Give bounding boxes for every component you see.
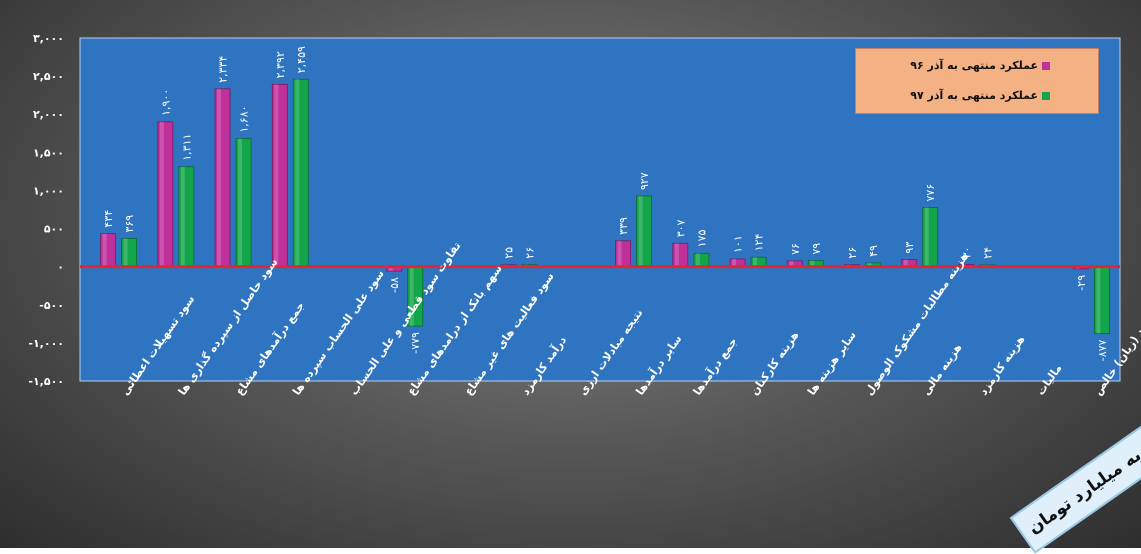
y-tick-label: ۰ xyxy=(57,261,64,274)
bar-highlight xyxy=(388,266,393,272)
data-label: ۲۴ xyxy=(981,247,994,259)
bar-highlight xyxy=(924,207,929,267)
bar-highlight xyxy=(123,238,128,267)
data-label: ۴۹ xyxy=(867,245,880,257)
bar-highlight xyxy=(867,262,872,267)
data-label: ۹۳ xyxy=(903,242,916,254)
y-tick-label: -۱,۵۰۰ xyxy=(28,375,64,388)
legend-label-1: عملکرد منتهی به آذر ۹۶ xyxy=(910,59,1038,72)
data-label: ۲,۳۹۲ xyxy=(274,51,287,78)
data-label: -۵۸ xyxy=(388,277,401,293)
data-label: ۱۷۵ xyxy=(695,230,708,248)
data-label: ۳۰۷ xyxy=(674,219,687,237)
data-label: ۷۹ xyxy=(810,243,823,255)
bar-highlight xyxy=(810,260,815,267)
bar-highlight xyxy=(903,259,908,267)
bar-highlight xyxy=(732,258,737,267)
data-label: ۳۳۹ xyxy=(617,217,630,235)
y-tick-label: -۵۰۰ xyxy=(39,299,64,312)
bar-highlight xyxy=(638,196,643,267)
y-tick-label: ۲,۰۰۰ xyxy=(33,108,64,121)
bar-highlight xyxy=(159,121,164,267)
data-label: ۷۶ xyxy=(789,243,802,255)
y-tick-label: ۱,۰۰۰ xyxy=(33,184,64,197)
legend-swatch-2 xyxy=(1042,91,1050,100)
bar-highlight xyxy=(274,84,279,267)
data-label: ۲۶ xyxy=(846,247,859,259)
y-tick-label: ۳,۰۰۰ xyxy=(33,32,64,45)
y-tick-label: ۵۰۰ xyxy=(44,223,64,236)
bar-highlight xyxy=(1096,266,1101,334)
data-label: -۲۹ xyxy=(1075,275,1088,291)
legend-label-2: عملکرد منتهی به آذر ۹۷ xyxy=(910,89,1038,102)
data-label: ۲,۳۳۴ xyxy=(217,56,230,83)
data-label: ۱,۹۰۰ xyxy=(159,89,172,116)
bar-highlight xyxy=(217,88,222,267)
bar-highlight xyxy=(409,266,414,327)
data-label: ۴۳۴ xyxy=(102,210,115,228)
y-tick-label: ۲,۵۰۰ xyxy=(33,70,64,83)
data-label: ۷۷۶ xyxy=(924,184,937,202)
bar-highlight xyxy=(674,243,679,267)
bar-highlight xyxy=(295,79,300,267)
data-label: ۲۶ xyxy=(524,247,537,259)
data-label: ۹۲۷ xyxy=(638,172,651,190)
legend: عملکرد منتهی به آذر ۹۶ عملکرد منتهی به آ… xyxy=(855,48,1099,114)
data-label: -۷۷۹ xyxy=(409,332,422,354)
bar-highlight xyxy=(753,257,758,267)
bar-highlight xyxy=(695,253,700,267)
bar-highlight xyxy=(180,166,185,267)
bar-highlight xyxy=(238,138,243,267)
data-label: ۱,۳۱۱ xyxy=(180,134,193,161)
y-tick-label: -۱,۰۰۰ xyxy=(28,337,64,350)
y-axis-ticks: ۳,۰۰۰ ۲,۵۰۰ ۲,۰۰۰ ۱,۵۰۰ ۱,۰۰۰ ۵۰۰ ۰ -۵۰۰ -۱,۰۰۰ -… xyxy=(28,32,64,388)
y-tick-label: ۱,۵۰۰ xyxy=(33,146,64,159)
data-label: ۲۵ xyxy=(503,247,516,259)
data-label: ۳۰ xyxy=(960,247,973,259)
bars xyxy=(100,78,1110,334)
bar-highlight xyxy=(617,240,622,267)
data-label: ۲,۴۵۹ xyxy=(295,46,308,73)
legend-item-1: عملکرد منتهی به آذر ۹۶ xyxy=(910,59,1050,72)
legend-item-2: عملکرد منتهی به آذر ۹۷ xyxy=(910,89,1050,102)
bar-highlight xyxy=(102,233,107,267)
data-label: ۱,۶۸۰ xyxy=(238,105,251,132)
data-label: ۳۶۹ xyxy=(123,215,136,233)
data-label: ۱۲۴ xyxy=(753,233,766,251)
legend-swatch-1 xyxy=(1042,61,1050,70)
data-label: ۱۰۱ xyxy=(732,235,745,253)
data-labels: ۴۳۴ ۱,۹۰۰ ۲,۳۳۴ ۲,۳۹۲ -۵۸ ۲۵ ۳۳۹ ۳۰۷ ۱۰۱ ۷۶ ۲۶ ۹۳ ۳۰… xyxy=(102,46,1109,361)
bar-highlight xyxy=(789,260,794,267)
data-label: -۸۷۷ xyxy=(1096,339,1109,361)
